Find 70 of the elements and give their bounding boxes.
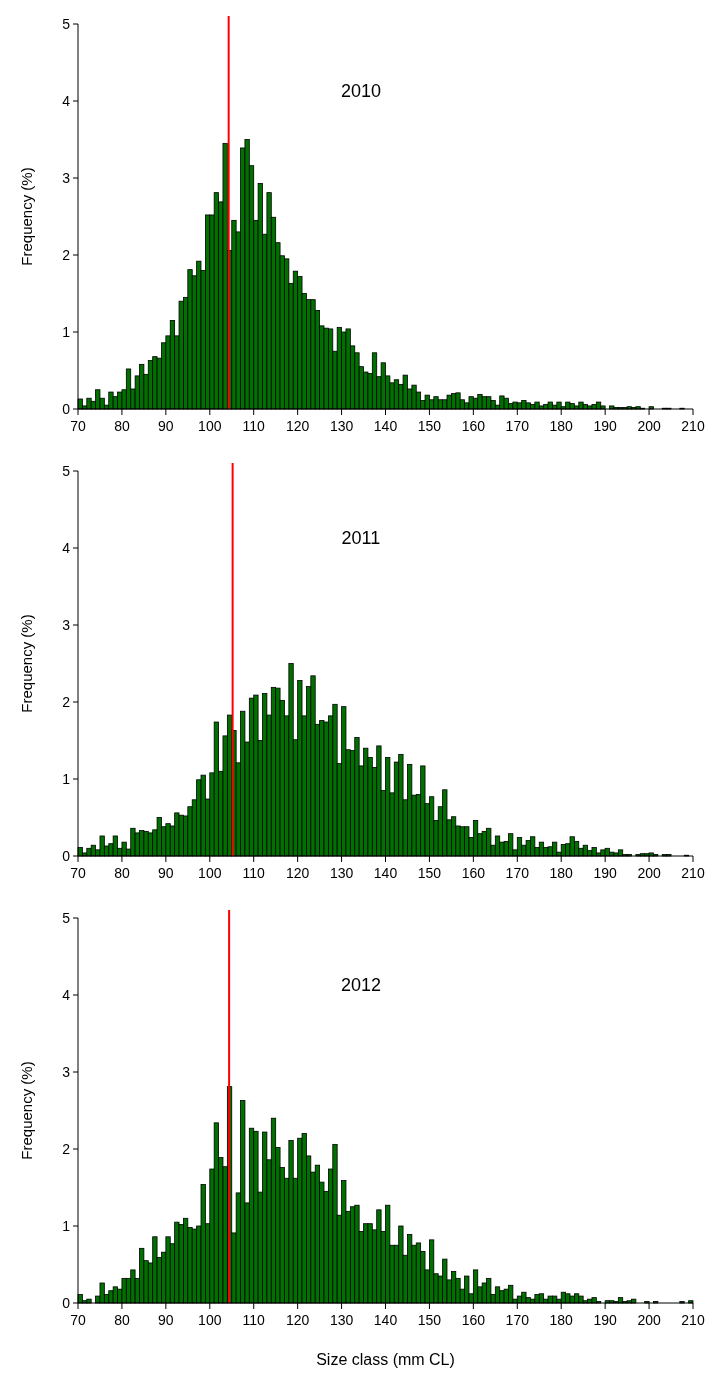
x-axis-title: Size class (mm CL) [316,1351,455,1368]
x-tick-label: 130 [329,1312,354,1328]
text: 2011 [341,528,381,549]
y-tick-label: 4 [62,986,71,1003]
y-tick-label: 1 [62,323,71,340]
y-tick-label: 4 [62,539,71,556]
x-tick-label: 70 [70,418,86,434]
x-tick-label: 100 [198,418,222,434]
y-tick-label: 3 [62,169,71,186]
x-tick-label: 120 [285,1312,310,1328]
y-tick-label: 1 [62,1217,71,1234]
x-tick-label: 170 [505,1312,530,1328]
x-tick-label: 180 [549,865,574,881]
y-tick-label: 0 [62,847,71,864]
x-tick-label: 70 [70,865,86,881]
x-tick-label: 190 [593,1312,618,1328]
y-tick-label: 3 [62,1063,71,1080]
x-tick-label: 90 [158,865,174,881]
x-tick-label: 90 [158,418,174,434]
y-axis-title: Frequency (%) [18,167,35,266]
x-tick-label: 170 [505,865,530,881]
x-tick-label: 110 [242,418,266,434]
x-tick-label: 150 [417,418,442,434]
x-tick-label: 180 [549,418,574,434]
text: 2012 [340,975,381,996]
y-axis-title: Frequency (%) [18,614,35,713]
x-tick-label: 210 [681,865,705,881]
y-tick-label: 1 [62,770,71,787]
x-tick-label: 140 [373,865,398,881]
y-tick-label: 0 [62,400,71,417]
x-tick-label: 170 [505,418,530,434]
y-tick-label: 5 [62,909,71,926]
x-tick-label: 190 [593,418,618,434]
x-tick-label: 160 [461,1312,486,1328]
x-tick-label: 150 [417,865,442,881]
y-tick-label: 5 [62,462,71,479]
text: 2010 [340,81,381,102]
x-tick-label: 200 [637,418,661,434]
y-tick-label: 3 [62,616,71,633]
y-tick-label: 5 [62,15,71,32]
x-tick-label: 200 [637,865,661,881]
x-tick-label: 210 [681,1312,705,1328]
x-tick-label: 150 [417,1312,442,1328]
x-tick-label: 140 [373,1312,398,1328]
y-axis-title: Frequency (%) [18,1061,35,1160]
x-tick-label: 80 [114,865,130,881]
y-tick-label: 0 [62,1294,71,1311]
x-tick-label: 200 [637,1312,661,1328]
x-tick-label: 140 [373,418,398,434]
x-tick-label: 80 [114,418,130,434]
x-tick-label: 110 [242,1312,266,1328]
y-tick-label: 2 [62,246,71,263]
x-tick-label: 120 [285,865,310,881]
x-tick-label: 190 [593,865,618,881]
x-tick-label: 120 [285,418,310,434]
x-tick-label: 100 [198,1312,222,1328]
x-tick-label: 70 [70,1312,86,1328]
x-tick-label: 90 [158,1312,174,1328]
x-tick-label: 160 [461,865,486,881]
x-tick-label: 110 [242,865,266,881]
x-tick-label: 210 [681,418,705,434]
x-tick-label: 130 [329,418,354,434]
x-tick-label: 160 [461,418,486,434]
x-tick-label: 180 [549,1312,574,1328]
y-tick-label: 4 [62,92,71,109]
x-tick-label: 130 [329,865,354,881]
x-tick-label: 100 [198,865,222,881]
y-tick-label: 2 [62,1140,71,1157]
x-tick-label: 80 [114,1312,130,1328]
y-tick-label: 2 [62,693,71,710]
